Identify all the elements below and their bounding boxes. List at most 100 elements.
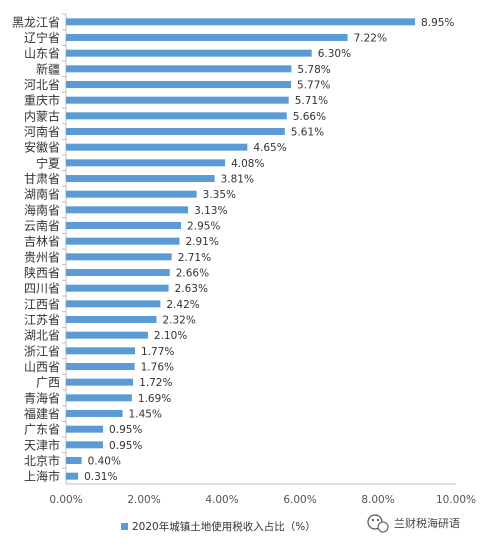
category-label: 湖南省	[24, 187, 60, 202]
data-label: 0.31%	[84, 471, 117, 483]
data-label: 4.65%	[253, 142, 286, 154]
category-label: 青海省	[24, 390, 60, 405]
legend: 2020年城镇土地使用税收入占比（%）	[121, 520, 316, 533]
wechat-icon	[367, 514, 389, 533]
bar	[66, 363, 135, 370]
category-label: 天津市	[24, 437, 60, 452]
bar	[66, 378, 134, 386]
legend-label: 2020年城镇土地使用税收入占比（%）	[132, 520, 316, 533]
bar	[66, 34, 348, 41]
data-label: 0.40%	[88, 456, 121, 468]
data-label: 2.66%	[176, 268, 209, 280]
bar	[66, 284, 169, 292]
bar	[66, 269, 170, 276]
x-tick-label: 4.00%	[205, 494, 238, 506]
bar	[66, 175, 215, 182]
bar	[66, 190, 197, 198]
data-label: 8.95%	[421, 17, 454, 29]
bar	[66, 394, 132, 402]
data-label: 1.77%	[141, 346, 174, 358]
bar	[66, 206, 189, 214]
category-label: 江苏省	[24, 313, 60, 327]
category-label: 甘肃省	[24, 172, 60, 186]
bar	[66, 128, 285, 135]
data-label: 1.45%	[129, 409, 162, 421]
data-label: 1.76%	[141, 362, 174, 374]
category-label: 河北省	[24, 78, 60, 92]
category-label: 山西省	[24, 360, 60, 374]
category-label: 江西省	[24, 297, 60, 311]
category-label: 北京市	[24, 453, 60, 468]
category-label: 内蒙古	[24, 108, 60, 123]
bar	[66, 159, 226, 167]
category-label: 上海市	[24, 469, 60, 484]
category-label: 山东省	[24, 47, 60, 61]
bar	[66, 81, 292, 88]
data-label: 0.95%	[109, 424, 142, 436]
data-label: 5.77%	[297, 80, 330, 92]
data-label: 2.95%	[187, 221, 220, 233]
data-label: 3.81%	[221, 174, 254, 186]
bar	[66, 347, 136, 355]
watermark-text: 兰财税海研语	[394, 516, 460, 530]
x-tick-label: 10.00%	[436, 494, 476, 506]
bar	[66, 410, 123, 417]
category-label: 河南省	[24, 124, 60, 139]
bar	[66, 300, 161, 308]
category-label: 四川省	[24, 282, 60, 296]
data-label: 3.35%	[203, 189, 236, 201]
data-label: 0.95%	[109, 440, 142, 452]
bar	[66, 331, 148, 339]
bar	[66, 49, 312, 57]
data-label: 2.42%	[166, 299, 199, 311]
data-label: 1.72%	[139, 377, 172, 389]
x-tick-label: 0.00%	[49, 494, 82, 506]
category-label: 云南省	[24, 218, 60, 233]
bar	[66, 222, 182, 229]
data-label: 3.13%	[194, 205, 227, 217]
category-label: 广东省	[24, 423, 60, 437]
category-label: 吉林省	[24, 235, 60, 249]
category-label: 安徽省	[24, 140, 60, 155]
category-label: 海南省	[24, 202, 60, 217]
bar	[66, 112, 287, 120]
category-label: 福建省	[24, 406, 60, 421]
data-label: 1.69%	[138, 393, 171, 405]
data-label: 2.91%	[185, 236, 218, 248]
data-label: 7.22%	[354, 33, 387, 45]
watermark: 兰财税海研语	[367, 514, 460, 533]
data-label: 5.61%	[291, 127, 324, 139]
bar	[66, 143, 248, 151]
x-tick-label: 8.00%	[361, 494, 394, 506]
bar	[66, 316, 157, 323]
category-label: 贵州省	[24, 250, 60, 264]
category-label: 宁夏	[36, 155, 60, 170]
data-label: 2.71%	[178, 252, 211, 264]
data-label: 5.66%	[293, 111, 326, 123]
plot-area: 0.00% 2.00% 4.00% 6.00% 8.00% 10.00% 黑龙江省 8.95%…	[12, 13, 476, 506]
category-label: 辽宁省	[24, 30, 60, 45]
bar	[66, 425, 104, 433]
data-label: 2.32%	[162, 315, 195, 327]
bar	[66, 441, 104, 449]
data-label: 2.10%	[154, 330, 187, 342]
category-label: 湖北省	[24, 328, 60, 343]
bar	[66, 457, 82, 464]
category-label: 浙江省	[24, 344, 60, 358]
category-label: 广西	[36, 376, 60, 390]
data-label: 2.63%	[175, 283, 208, 295]
bar	[66, 237, 180, 245]
legend-swatch	[121, 523, 128, 530]
data-label: 5.71%	[295, 95, 328, 107]
bar	[66, 65, 292, 73]
bar	[66, 18, 416, 26]
data-label: 6.30%	[318, 48, 351, 60]
category-label: 重庆市	[24, 93, 60, 108]
bar	[66, 472, 79, 480]
category-label: 陕西省	[24, 265, 60, 280]
bar	[66, 96, 289, 104]
category-label: 黑龙江省	[12, 15, 60, 29]
bar	[66, 253, 172, 261]
category-label: 新疆	[36, 61, 60, 76]
